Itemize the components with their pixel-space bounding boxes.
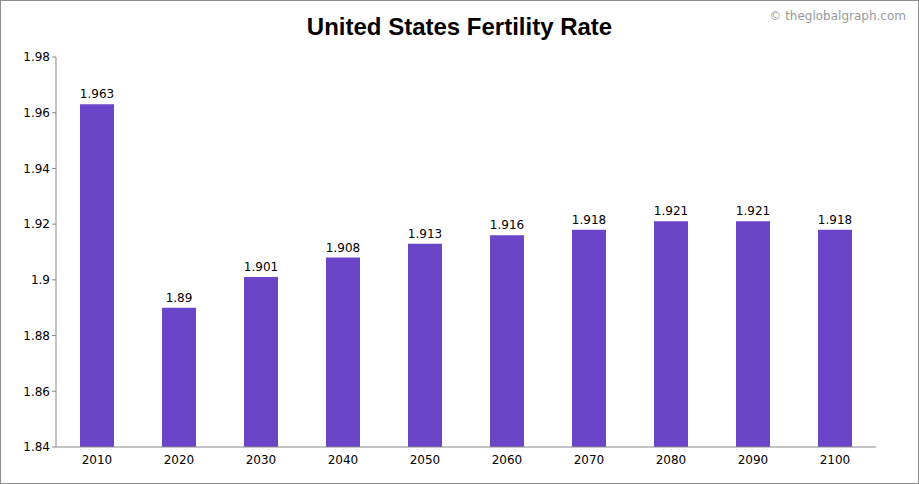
svg-text:1.98: 1.98	[23, 50, 50, 64]
svg-text:1.913: 1.913	[408, 227, 442, 241]
svg-text:1.918: 1.918	[818, 213, 852, 227]
svg-text:2040: 2040	[328, 453, 359, 467]
svg-text:2100: 2100	[820, 453, 851, 467]
svg-text:2070: 2070	[574, 453, 605, 467]
svg-text:1.96: 1.96	[23, 106, 50, 120]
svg-text:2060: 2060	[492, 453, 523, 467]
svg-text:1.9: 1.9	[31, 273, 50, 287]
svg-text:1.901: 1.901	[244, 260, 278, 274]
svg-text:1.921: 1.921	[736, 204, 770, 218]
svg-text:1.86: 1.86	[23, 385, 50, 399]
html-text:© theglobalgraph.com: © theglobalgraph.com	[769, 9, 906, 23]
svg-text:1.94: 1.94	[23, 162, 50, 176]
svg-text:1.84: 1.84	[23, 440, 50, 454]
svg-text:1.88: 1.88	[23, 329, 50, 343]
svg-text:1.92: 1.92	[23, 217, 50, 231]
svg-text:2080: 2080	[656, 453, 687, 467]
svg-text:1.89: 1.89	[166, 291, 193, 305]
svg-text:2020: 2020	[164, 453, 195, 467]
svg-text:2050: 2050	[410, 453, 441, 467]
svg-text:2090: 2090	[738, 453, 769, 467]
svg-text:1.916: 1.916	[490, 218, 524, 232]
html-text:United States Fertility Rate: United States Fertility Rate	[306, 13, 613, 40]
svg-text:1.918: 1.918	[572, 213, 606, 227]
svg-text:1.963: 1.963	[80, 87, 114, 101]
svg-text:2010: 2010	[82, 453, 113, 467]
svg-text:1.908: 1.908	[326, 241, 360, 255]
svg-text:2030: 2030	[246, 453, 277, 467]
svg-text:1.921: 1.921	[654, 204, 688, 218]
